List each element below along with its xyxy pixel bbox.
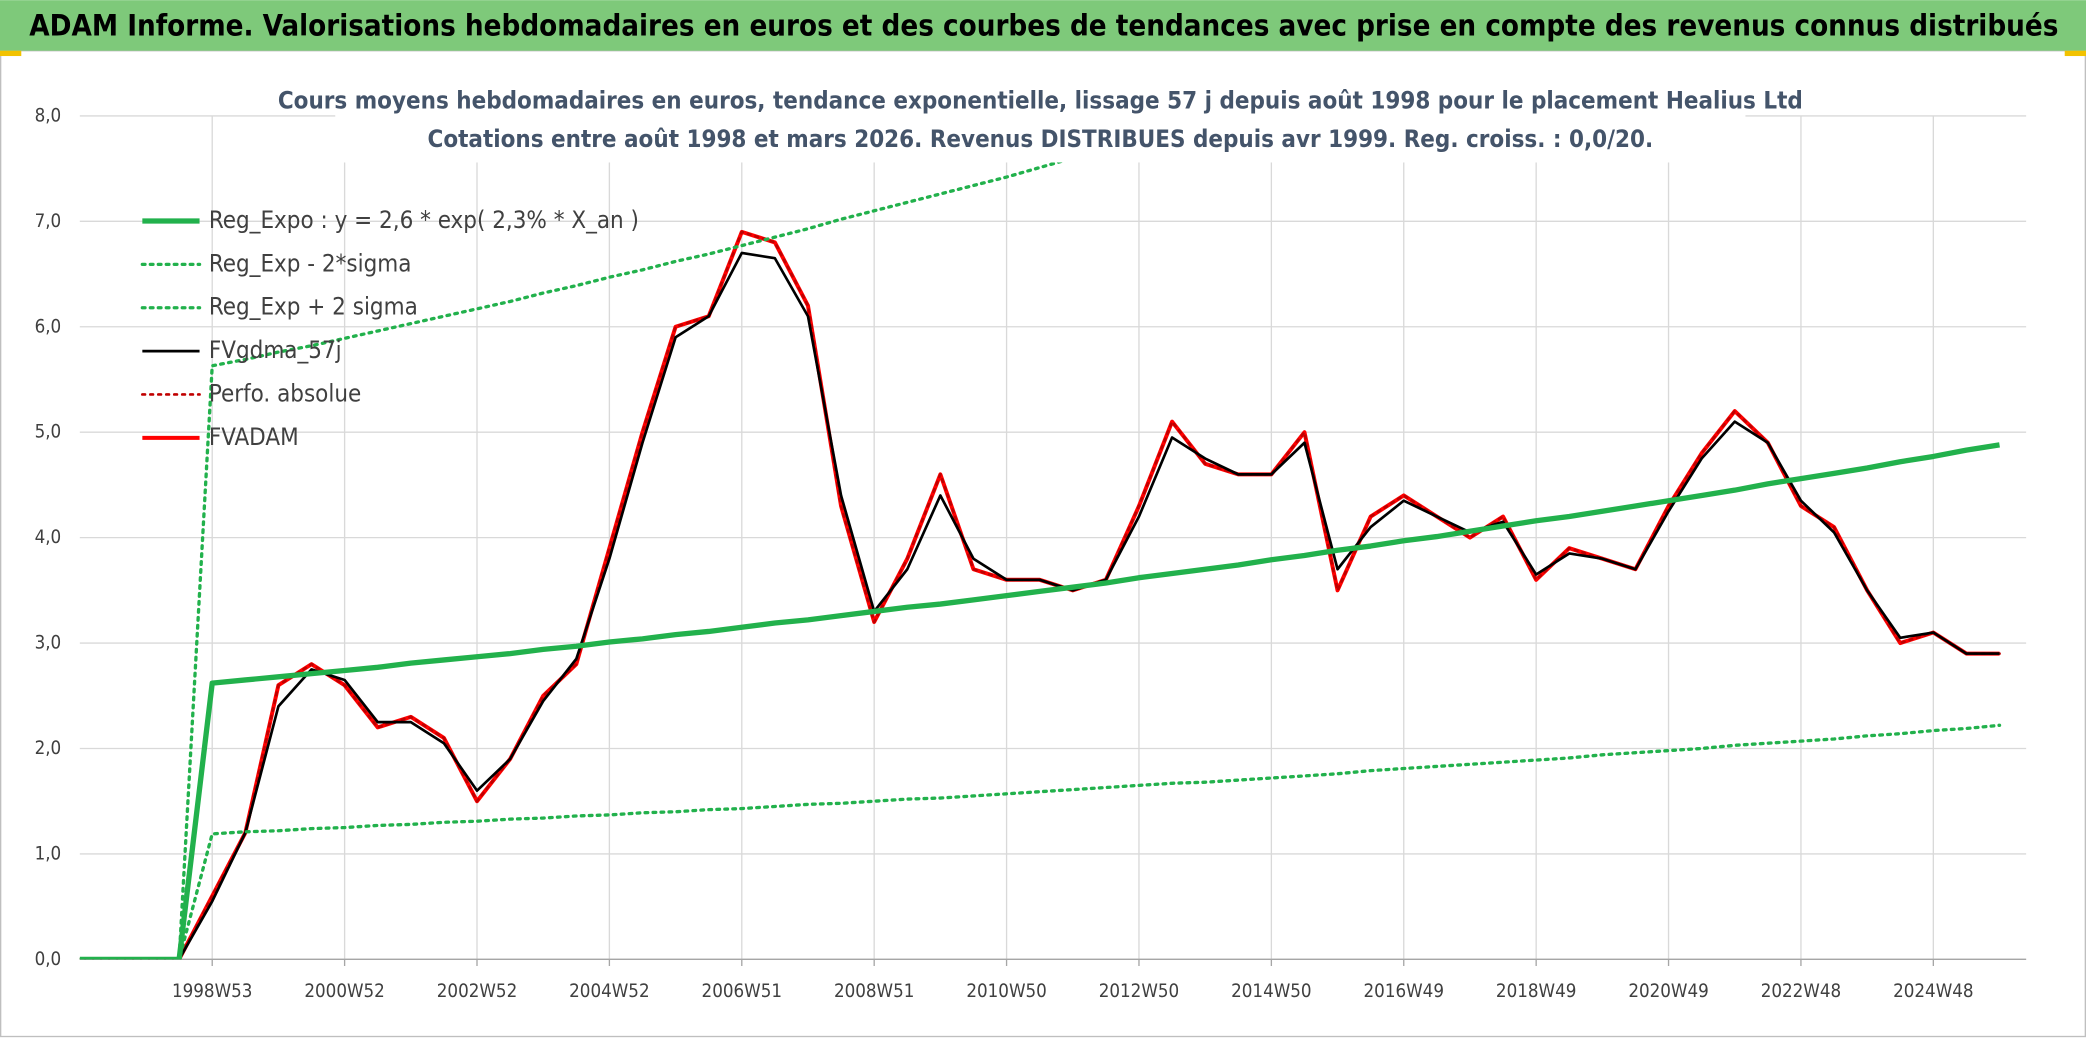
y-tick-label: 4,0: [35, 527, 62, 548]
subtitle: Cours moyens hebdomadaires en euros, ten…: [278, 86, 1803, 114]
x-tick-label: 2020W49: [1628, 981, 1708, 1002]
legend-label: Reg_Exp + 2 sigma: [209, 293, 418, 321]
legend-label: FVADAM: [209, 423, 299, 451]
x-tick-label: 2004W52: [569, 981, 649, 1002]
y-tick-label: 8,0: [35, 105, 62, 126]
series-line: [79, 251, 2000, 960]
x-tick-label: 2018W49: [1496, 981, 1576, 1002]
x-tick-label: 2016W49: [1364, 981, 1444, 1002]
y-tick-label: 1,0: [35, 843, 62, 864]
series-line: [79, 442, 2000, 960]
x-tick-label: 2014W50: [1231, 981, 1311, 1002]
series-line: [79, 115, 1224, 960]
plot-lines: [79, 115, 2002, 960]
x-tick-label: 1998W53: [172, 981, 252, 1002]
legend: Reg_Expo : y = 2,6 * exp( 2,3% * X_an ) R…: [140, 206, 639, 451]
legend-label: FVgdma_57j: [209, 336, 342, 364]
y-tick-label: 6,0: [35, 316, 62, 337]
x-tick-label: 2022W48: [1761, 981, 1841, 1002]
x-tick-label: 2010W50: [966, 981, 1046, 1002]
series-line: [79, 723, 2002, 960]
x-tick-label: 2000W52: [304, 981, 384, 1002]
y-tick-label: 5,0: [35, 422, 62, 443]
header-bar: [0, 0, 2086, 51]
x-tick-label: 2002W52: [437, 981, 517, 1002]
subtitle: Cotations entre août 1998 et mars 2026. …: [428, 125, 1654, 153]
legend-label: Perfo. absolue: [209, 379, 361, 407]
subtitle-box: [335, 79, 1746, 163]
corner-mark: [0, 50, 22, 57]
y-tick-label: 0,0: [35, 949, 62, 970]
x-tick-label: 2008W51: [834, 981, 914, 1002]
y-tick-label: 3,0: [35, 633, 62, 654]
header-title: ADAM Informe. Valorisations hebdomadaire…: [29, 8, 2058, 42]
legend-label: Reg_Exp - 2*sigma: [209, 249, 412, 277]
y-tick-label: 2,0: [35, 738, 62, 759]
y-tick-label: 7,0: [35, 211, 62, 232]
corner-mark: [2064, 50, 2086, 57]
x-tick-label: 2024W48: [1893, 981, 1973, 1002]
legend-label: Reg_Expo : y = 2,6 * exp( 2,3% * X_an ): [209, 206, 639, 234]
x-tick-label: 2006W51: [702, 981, 782, 1002]
x-tick-label: 2012W50: [1099, 981, 1179, 1002]
